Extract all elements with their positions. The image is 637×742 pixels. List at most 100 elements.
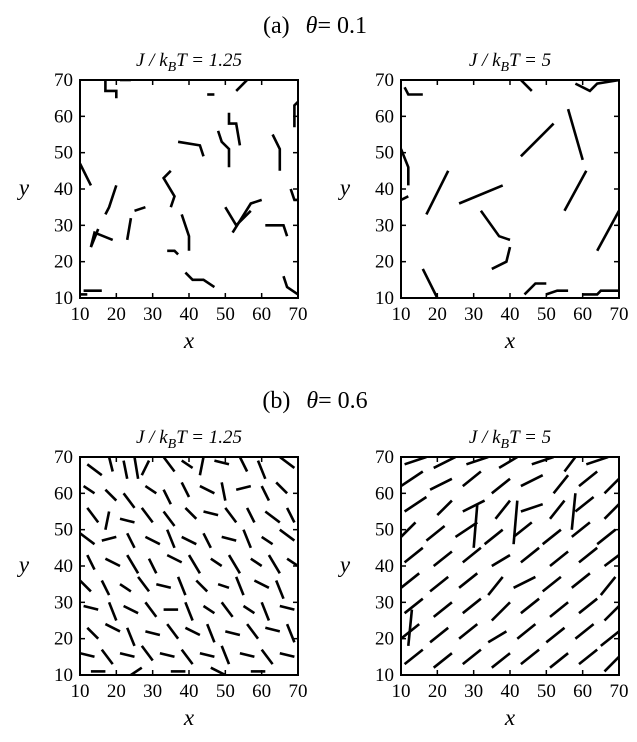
y-tick-label: 10 xyxy=(375,665,394,686)
chain-segment xyxy=(531,457,555,466)
x-tick-label: 20 xyxy=(107,681,126,702)
chain-segment xyxy=(221,535,237,542)
x-tick-label: 60 xyxy=(573,681,592,702)
x-tick-label: 30 xyxy=(143,304,162,325)
chain-segment xyxy=(227,554,242,574)
chain-segment xyxy=(461,648,482,666)
chain-segment xyxy=(549,550,569,568)
chain-segment xyxy=(80,532,96,546)
chain-segment xyxy=(165,529,176,549)
y-tick-label: 20 xyxy=(375,252,394,273)
chain-segment xyxy=(520,474,544,488)
x-tick-label: 70 xyxy=(610,681,629,702)
chain-segment xyxy=(279,457,296,469)
chain-segment xyxy=(235,80,249,92)
chain-segment xyxy=(487,576,504,596)
x-tick-label: 50 xyxy=(537,681,556,702)
chain-segment xyxy=(242,604,256,615)
chain-segment xyxy=(549,652,569,669)
x-tick-label: 30 xyxy=(464,681,483,702)
chain-segment xyxy=(596,210,619,252)
chain-segment xyxy=(552,474,570,495)
chain-segment xyxy=(432,652,453,669)
chain-segment xyxy=(80,651,95,659)
panel-title: J / kBT = 5 xyxy=(469,50,551,75)
chain-segment xyxy=(285,507,296,523)
chain-segment xyxy=(570,493,577,530)
y-tick-label: 70 xyxy=(54,70,73,91)
chain-segment xyxy=(155,582,172,590)
chain-segment xyxy=(279,604,295,611)
chain-segment xyxy=(80,579,92,593)
x-axis-label: x xyxy=(504,705,516,730)
panel-b-right: J / kBT = 5 10 20 30 40 50 60 70 10 20 30 40 50 60 70 x… xyxy=(338,427,629,730)
chain-segment xyxy=(462,499,486,513)
chain-segment xyxy=(271,133,282,171)
chain-segment xyxy=(491,246,512,271)
chain-segment xyxy=(458,623,479,640)
chain-segment xyxy=(425,524,446,542)
chain-segment xyxy=(541,528,562,546)
x-tick-label: 40 xyxy=(180,681,199,702)
y-tick-label: 50 xyxy=(375,143,394,164)
y-tick-label: 30 xyxy=(54,215,73,236)
chain-segment xyxy=(144,485,158,495)
chain-segment xyxy=(603,605,619,622)
panel-a-left: J / kBT = 1.25 10 20 30 40 50 60 70 10 20 30 40 50 60… xyxy=(17,50,308,353)
y-tick-label: 70 xyxy=(54,447,73,468)
chain-segment xyxy=(205,623,216,643)
chain-segment xyxy=(403,86,423,96)
chain-segment xyxy=(198,457,205,476)
y-tick-label: 70 xyxy=(375,70,394,91)
chain-segment xyxy=(512,521,533,538)
chain-segment xyxy=(458,184,504,205)
chain-segment xyxy=(465,457,489,466)
chain-segment xyxy=(570,572,591,589)
chain-segment xyxy=(144,535,161,546)
chain-segment xyxy=(401,521,417,538)
x-axis-label: x xyxy=(183,328,195,353)
y-tick-label: 60 xyxy=(375,483,394,504)
chain-segment xyxy=(180,213,191,251)
x-tick-label: 40 xyxy=(501,304,520,325)
panel-title: J / kBT = 1.25 xyxy=(136,427,242,452)
chain-segment xyxy=(89,228,114,248)
chain-segment xyxy=(245,507,256,523)
chain-segment xyxy=(578,470,599,488)
y-tick-label: 40 xyxy=(375,179,394,200)
chain-segment xyxy=(104,511,111,530)
chain-segment xyxy=(119,651,135,659)
x-tick-label: 10 xyxy=(71,304,90,325)
chain-segment xyxy=(286,557,298,568)
chain-segment xyxy=(403,648,424,666)
chain-segment xyxy=(202,604,216,615)
chain-segment xyxy=(239,651,255,659)
chain-segment xyxy=(104,557,121,568)
segments-layer xyxy=(401,80,619,298)
chain-segment xyxy=(256,460,267,480)
chain-segment xyxy=(125,217,133,241)
chain-segment xyxy=(548,499,566,520)
x-tick-label: 70 xyxy=(289,304,308,325)
chain-segment xyxy=(231,198,263,234)
chain-segment xyxy=(490,477,511,495)
chain-segment xyxy=(490,652,511,669)
chain-segment xyxy=(86,554,96,571)
y-tick-label: 20 xyxy=(54,252,73,273)
x-tick-label: 30 xyxy=(464,304,483,325)
chain-segment xyxy=(140,645,154,662)
chain-segment xyxy=(599,576,617,596)
chain-segment xyxy=(216,130,231,168)
chain-segment xyxy=(264,510,281,524)
y-tick-label: 50 xyxy=(54,143,73,164)
chain-segment xyxy=(603,503,619,520)
y-tick-label: 70 xyxy=(375,447,394,468)
row-title-a: (a) θ= 0.1 xyxy=(263,13,367,39)
chain-segment xyxy=(162,457,176,473)
chain-segment xyxy=(147,558,158,574)
chain-segment xyxy=(520,597,540,615)
panel-title: J / kBT = 1.25 xyxy=(136,50,242,75)
chain-segment xyxy=(401,148,410,186)
chain-segment xyxy=(578,546,599,564)
chain-segment xyxy=(603,554,619,568)
